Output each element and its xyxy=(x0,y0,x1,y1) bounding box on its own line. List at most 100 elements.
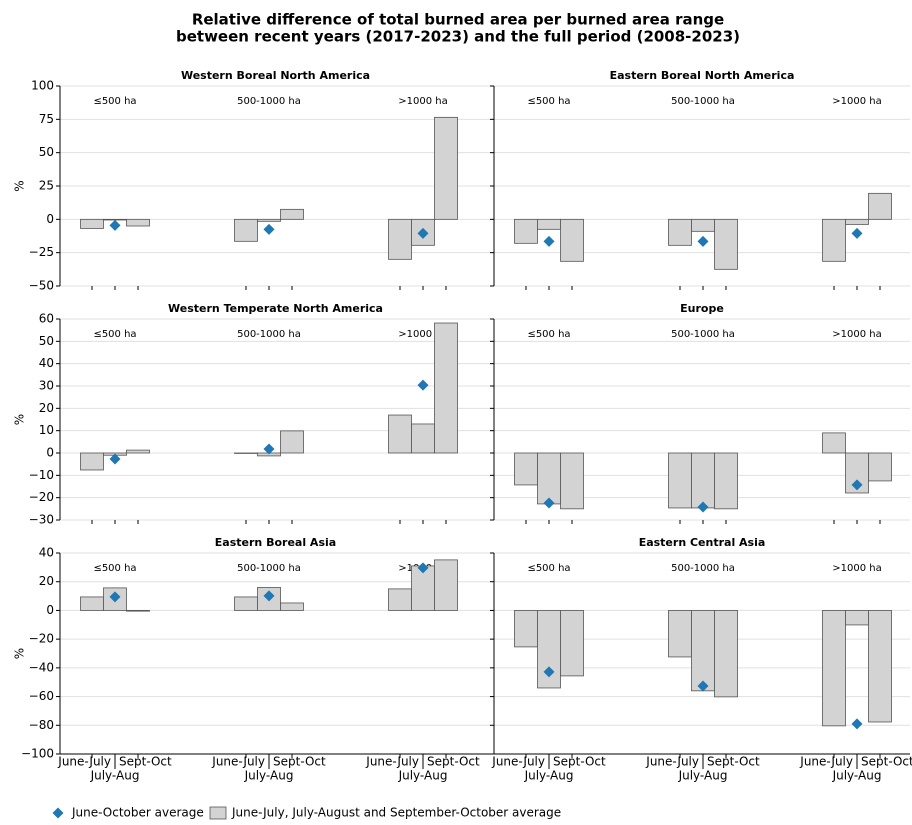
panel-title: Eastern Boreal Asia xyxy=(215,536,336,549)
bar xyxy=(715,610,738,696)
group-label: >1000 ha xyxy=(398,96,447,107)
x-tick-label: Sept-Oct xyxy=(861,755,912,769)
group-label: ≤500 ha xyxy=(527,329,570,340)
bar xyxy=(692,219,715,231)
group-label: >1000 ha xyxy=(832,96,881,107)
y-tick-label: −100 xyxy=(21,747,54,761)
bar xyxy=(412,424,435,453)
y-tick-label: −10 xyxy=(29,468,54,482)
y-tick-label: −25 xyxy=(29,245,54,259)
bar xyxy=(515,610,538,646)
bar xyxy=(389,219,412,259)
bar xyxy=(869,193,892,219)
y-tick-label: −20 xyxy=(29,632,54,646)
bar xyxy=(715,453,738,509)
bar xyxy=(669,610,692,657)
group-label: >1000 ha xyxy=(832,563,881,574)
y-tick-label: −60 xyxy=(29,689,54,703)
x-tick-label: Sept-Oct xyxy=(553,755,606,769)
bar xyxy=(81,597,104,610)
y-tick-label: 40 xyxy=(39,356,54,370)
bar xyxy=(515,219,538,243)
x-tick-label: Sept-Oct xyxy=(707,755,760,769)
bar xyxy=(715,219,738,269)
legend-label: June-October average xyxy=(71,806,204,820)
y-tick-label: 75 xyxy=(39,112,54,126)
average-marker xyxy=(544,236,555,247)
y-axis-label: % xyxy=(13,414,27,425)
bar xyxy=(669,219,692,245)
group-label: ≤500 ha xyxy=(93,329,136,340)
y-tick-label: 40 xyxy=(39,546,54,560)
group-label: 500-1000 ha xyxy=(237,96,301,107)
group-label: 500-1000 ha xyxy=(237,329,301,340)
panel-title: Western Temperate North America xyxy=(168,302,383,315)
x-tick-label: June-July xyxy=(211,755,265,769)
y-tick-label: 100 xyxy=(31,79,54,93)
bar xyxy=(846,610,869,625)
legend-label: June-July, July-August and September-Oct… xyxy=(231,806,561,820)
group-label: 500-1000 ha xyxy=(671,329,735,340)
average-marker xyxy=(418,380,429,391)
bar xyxy=(561,453,584,509)
x-tick-label: July-Aug xyxy=(678,769,728,783)
y-tick-label: 0 xyxy=(46,446,54,460)
x-tick-label: June-July xyxy=(57,755,111,769)
y-tick-label: −40 xyxy=(29,660,54,674)
bar xyxy=(538,219,561,229)
average-marker xyxy=(698,236,709,247)
legend-marker xyxy=(210,807,226,819)
y-tick-label: 30 xyxy=(39,379,54,393)
bar xyxy=(515,453,538,485)
chart-title: between recent years (2017-2023) and the… xyxy=(176,28,740,46)
x-tick-label: June-July xyxy=(365,755,419,769)
bar xyxy=(823,433,846,453)
bar xyxy=(692,453,715,508)
x-tick-label: July-Aug xyxy=(90,769,140,783)
y-axis-label: % xyxy=(13,180,27,191)
bar xyxy=(258,219,281,221)
x-tick-label: June-July xyxy=(799,755,853,769)
average-marker xyxy=(264,224,275,235)
group-label: >1000 ha xyxy=(832,329,881,340)
bar xyxy=(435,117,458,219)
y-axis-label: % xyxy=(13,648,27,659)
x-tick-label: July-Aug xyxy=(244,769,294,783)
bar xyxy=(846,219,869,224)
panel-title: Eastern Central Asia xyxy=(639,536,766,549)
bar xyxy=(127,450,150,453)
bar xyxy=(869,453,892,481)
average-marker xyxy=(110,220,121,231)
bar xyxy=(281,209,304,219)
group-label: ≤500 ha xyxy=(527,563,570,574)
bar xyxy=(692,610,715,690)
x-tick-label: June-July xyxy=(491,755,545,769)
bar xyxy=(561,610,584,675)
bar xyxy=(538,453,561,504)
y-tick-label: 0 xyxy=(46,212,54,226)
y-tick-label: 60 xyxy=(39,312,54,326)
average-marker xyxy=(852,228,863,239)
bar xyxy=(435,560,458,611)
bar xyxy=(235,219,258,241)
group-label: 500-1000 ha xyxy=(671,96,735,107)
x-tick-label: Sept-Oct xyxy=(119,755,172,769)
y-tick-label: 20 xyxy=(39,574,54,588)
bar xyxy=(81,453,104,470)
y-tick-label: −30 xyxy=(29,513,54,527)
y-tick-label: −80 xyxy=(29,718,54,732)
bar xyxy=(127,219,150,226)
average-marker xyxy=(852,718,863,729)
y-tick-label: −50 xyxy=(29,279,54,293)
x-tick-label: July-Aug xyxy=(398,769,448,783)
bar xyxy=(435,323,458,453)
y-tick-label: 50 xyxy=(39,334,54,348)
legend-marker xyxy=(53,808,64,819)
group-label: ≤500 ha xyxy=(93,96,136,107)
y-tick-label: 50 xyxy=(39,145,54,159)
y-tick-label: −20 xyxy=(29,490,54,504)
bar xyxy=(127,610,150,611)
panel-title: Europe xyxy=(680,302,724,315)
group-label: ≤500 ha xyxy=(527,96,570,107)
